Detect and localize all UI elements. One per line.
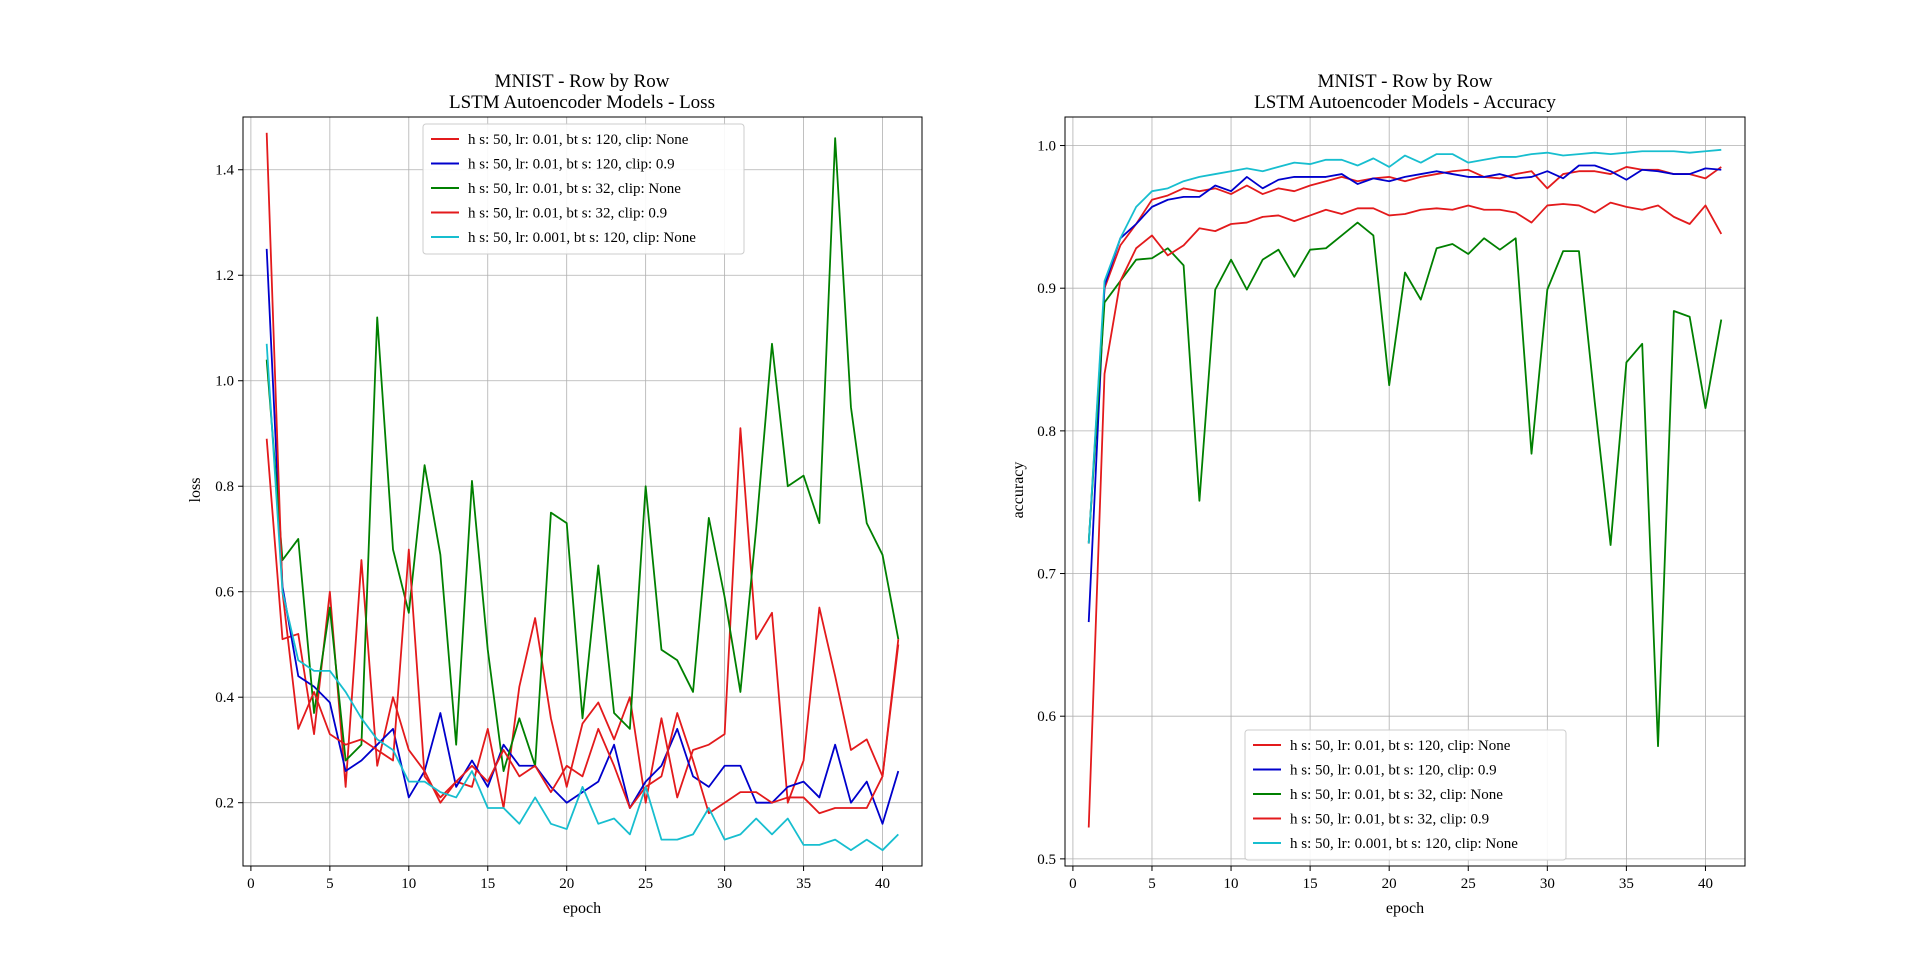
loss-chart-x-tick-label: 25 — [638, 876, 653, 892]
accuracy-chart-series-line-1 — [1087, 166, 1722, 544]
loss-chart-series-line-2 — [265, 248, 900, 825]
accuracy-chart-x-tick-label: 20 — [1382, 876, 1397, 892]
accuracy-chart-x-tick-label: 30 — [1540, 876, 1555, 892]
loss-chart-x-tick-label: 15 — [480, 876, 495, 892]
loss-chart-series-line-1 — [265, 427, 900, 809]
accuracy-chart-x-tick-label: 40 — [1698, 876, 1713, 892]
accuracy-chart-x-tick-label: 15 — [1303, 876, 1318, 892]
loss-chart-x-tick-label: 5 — [326, 876, 334, 892]
loss-chart-series-line-3 — [265, 137, 900, 772]
loss-chart-y-tick-label: 1.0 — [215, 374, 234, 390]
accuracy-chart-x-tick-label: 5 — [1148, 876, 1156, 892]
loss-chart-legend: h s: 50, lr: 0.01, bt s: 120, clip: None… — [422, 123, 745, 255]
accuracy-chart-legend-label: h s: 50, lr: 0.001, bt s: 120, clip: Non… — [1290, 836, 1518, 852]
accuracy-chart-legend-box — [1244, 729, 1567, 861]
accuracy-chart-y-tick-label: 0.9 — [1037, 281, 1056, 297]
loss-chart-series-line-4 — [265, 132, 900, 815]
loss-chart-y-tick-label: 0.6 — [215, 585, 234, 601]
accuracy-chart-legend-label: h s: 50, lr: 0.01, bt s: 120, clip: None — [1290, 738, 1511, 754]
accuracy-chart-x-tick-label: 0 — [1069, 876, 1077, 892]
accuracy-chart-frame — [1064, 116, 1746, 867]
accuracy-chart-y-axis-label: accuracy — [1010, 462, 1027, 519]
loss-chart-x-tick-label: 35 — [796, 876, 811, 892]
loss-chart-x-tick-label: 30 — [717, 876, 732, 892]
loss-chart-legend-label: h s: 50, lr: 0.001, bt s: 120, clip: Non… — [468, 230, 696, 246]
loss-chart-ticks: 0 5 10 15 20 25 30 35 40 0.2 0.4 0.6 0.8 1.0 1.2 1.4 — [215, 163, 890, 892]
loss-chart-grid — [243, 117, 922, 866]
loss-chart-title-line-1: MNIST - Row by Row — [495, 71, 670, 92]
loss-chart-y-tick-label: 0.8 — [215, 479, 234, 495]
accuracy-chart-x-tick-label: 25 — [1461, 876, 1476, 892]
accuracy-chart-series-line-3 — [1087, 221, 1723, 748]
loss-chart-y-tick-label: 0.2 — [215, 796, 234, 812]
accuracy-chart-legend: h s: 50, lr: 0.01, bt s: 120, clip: None… — [1244, 729, 1567, 861]
accuracy-chart-title-line-1: MNIST - Row by Row — [1318, 71, 1493, 92]
loss-chart-x-axis-label: epoch — [563, 900, 601, 917]
loss-chart-legend-label: h s: 50, lr: 0.01, bt s: 120, clip: None — [468, 132, 689, 148]
accuracy-chart-y-tick-label: 0.5 — [1037, 852, 1056, 868]
accuracy-chart-ticks: 0 5 10 15 20 25 30 35 40 0.5 0.6 0.7 0.8 0.9 1.0 — [1037, 139, 1713, 892]
loss-chart-legend-label: h s: 50, lr: 0.01, bt s: 32, clip: None — [468, 181, 681, 197]
loss-chart-x-tick-label: 40 — [875, 876, 890, 892]
loss-chart-series — [265, 132, 900, 852]
loss-chart-series-line-5 — [265, 343, 899, 852]
accuracy-chart-x-tick-label: 10 — [1224, 876, 1239, 892]
accuracy-chart-legend-label: h s: 50, lr: 0.01, bt s: 120, clip: 0.9 — [1290, 763, 1497, 779]
accuracy-chart-y-tick-label: 0.8 — [1037, 424, 1056, 440]
accuracy-chart-y-tick-label: 1.0 — [1037, 139, 1056, 155]
loss-chart-y-tick-label: 1.2 — [215, 268, 234, 284]
accuracy-chart-series-line-4 — [1087, 201, 1723, 828]
loss-chart-frame — [242, 116, 923, 867]
loss-chart-legend-box — [422, 123, 745, 255]
loss-chart-y-axis-label: loss — [187, 478, 204, 503]
accuracy-chart-x-axis-label: epoch — [1386, 900, 1424, 917]
accuracy-chart-y-tick-label: 0.7 — [1037, 567, 1056, 583]
loss-chart-x-tick-label: 10 — [401, 876, 416, 892]
loss-chart-legend-label: h s: 50, lr: 0.01, bt s: 120, clip: 0.9 — [468, 157, 675, 173]
accuracy-chart-series-line-2 — [1087, 164, 1722, 623]
loss-chart-legend-label: h s: 50, lr: 0.01, bt s: 32, clip: 0.9 — [468, 206, 667, 222]
accuracy-chart-legend-label: h s: 50, lr: 0.01, bt s: 32, clip: 0.9 — [1290, 812, 1489, 828]
loss-chart-y-tick-label: 0.4 — [215, 690, 234, 706]
loss-chart-title-line-2: LSTM Autoencoder Models - Loss — [449, 92, 715, 113]
loss-chart-y-tick-label: 1.4 — [215, 163, 234, 179]
accuracy-chart-series — [1087, 148, 1723, 828]
loss-chart-x-tick-label: 0 — [247, 876, 255, 892]
accuracy-chart-x-tick-label: 35 — [1619, 876, 1634, 892]
accuracy-chart-y-tick-label: 0.6 — [1037, 709, 1056, 725]
accuracy-chart-series-line-5 — [1087, 148, 1722, 544]
accuracy-chart-legend-label: h s: 50, lr: 0.01, bt s: 32, clip: None — [1290, 787, 1503, 803]
accuracy-chart-title-line-2: LSTM Autoencoder Models - Accuracy — [1254, 92, 1556, 113]
loss-chart-x-tick-label: 20 — [559, 876, 574, 892]
accuracy-chart: MNIST - Row by Row LSTM Autoencoder Mode… — [1010, 71, 1746, 917]
loss-chart: MNIST - Row by Row LSTM Autoencoder Mode… — [187, 71, 923, 917]
